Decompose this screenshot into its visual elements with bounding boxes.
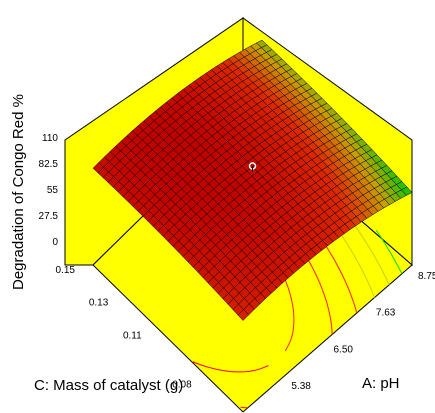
- x-tick-label: 6.50: [334, 345, 354, 356]
- y-tick-label: 0.15: [56, 265, 76, 276]
- response-surface: [92, 39, 413, 321]
- x-axis-label: A: pH: [362, 375, 400, 392]
- x-tick-label: 7.63: [376, 308, 396, 319]
- contour-line: [192, 361, 269, 373]
- surface-cell: [237, 309, 249, 321]
- y-tick-label: 0.08: [172, 379, 192, 390]
- z-tick-label: 0: [52, 237, 58, 248]
- z-axis-label: Degradation of Congo Red %: [10, 94, 27, 290]
- contour-line: [375, 229, 403, 275]
- y-tick-label: 0.11: [123, 330, 142, 341]
- z-tick-label: 27.5: [39, 211, 59, 222]
- y-tick-label: 0.13: [89, 298, 109, 309]
- x-tick-label: 8.75: [418, 271, 435, 282]
- contour-line: [240, 406, 248, 409]
- y-axis-label: C: Mass of catalyst (g): [34, 377, 183, 394]
- x-tick-label: 5.38: [291, 381, 311, 392]
- z-tick-label: 55: [47, 185, 59, 196]
- z-tick-label: 110: [42, 133, 58, 144]
- z-tick-label: 82.5: [39, 159, 59, 170]
